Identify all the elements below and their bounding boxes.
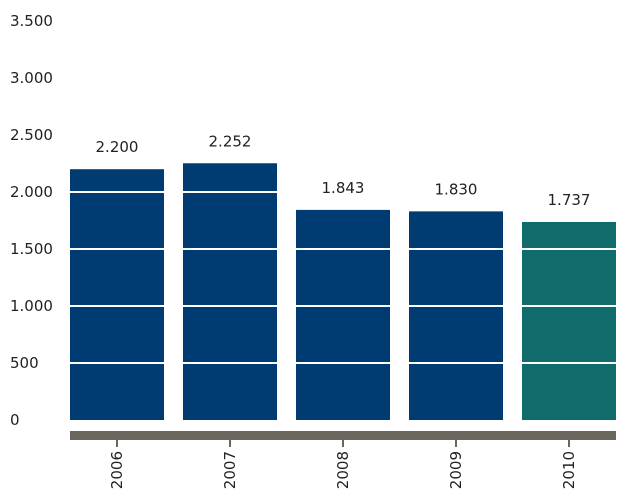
- bar-2009: [409, 211, 503, 420]
- data-label: 1.737: [548, 191, 591, 209]
- x-tick-label: 2009: [447, 451, 465, 489]
- data-label: 2.200: [96, 138, 139, 156]
- y-tick-label: 2.500: [10, 126, 53, 144]
- y-tick-label: 500: [10, 354, 39, 372]
- bar-2006: [70, 169, 164, 420]
- bar-2008: [296, 209, 390, 420]
- bars: [70, 163, 616, 420]
- x-axis-band: [70, 431, 616, 440]
- data-label: 2.252: [209, 132, 252, 150]
- data-label: 1.843: [322, 179, 365, 197]
- y-tick-label: 2.000: [10, 183, 53, 201]
- y-axis-ticks: 0 500 1.000 1.500 2.000 2.500 3.000 3.500: [10, 12, 53, 429]
- y-tick-label: 1.000: [10, 297, 53, 315]
- y-tick-label: 0: [10, 411, 20, 429]
- bar-2007: [183, 163, 277, 420]
- y-tick-label: 3.000: [10, 69, 53, 87]
- bar-2010: [522, 221, 616, 420]
- x-axis: 2006 2007 2008 2009 2010: [70, 431, 616, 489]
- x-tick-label: 2006: [108, 451, 126, 489]
- x-tick-label: 2010: [560, 451, 578, 489]
- x-tick-label: 2008: [334, 451, 352, 489]
- gridlines: [70, 191, 616, 364]
- y-tick-label: 3.500: [10, 12, 53, 30]
- data-label: 1.830: [435, 180, 478, 198]
- data-labels: 2.200 2.252 1.843 1.830 1.737: [96, 132, 591, 209]
- y-tick-label: 1.500: [10, 240, 53, 258]
- x-tick-label: 2007: [221, 451, 239, 489]
